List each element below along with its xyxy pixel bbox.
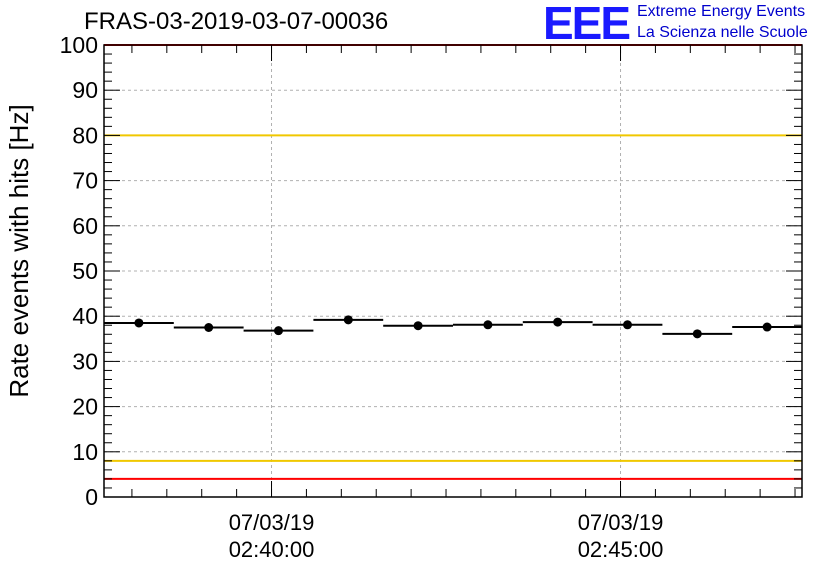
data-point [204, 323, 214, 332]
y-tick-label: 0 [85, 484, 98, 510]
y-tick-label: 70 [72, 168, 98, 194]
logo-tagline-2: La Scienza nelle Scuole [637, 24, 808, 41]
data-point [762, 322, 772, 332]
data-point [692, 329, 702, 339]
y-tick-label: 90 [72, 77, 98, 103]
y-tick-label: 50 [72, 258, 98, 284]
y-tick-label: 100 [60, 32, 98, 58]
y-tick-label: 60 [72, 213, 98, 239]
y-axis-title: Rate events with hits [Hz] [4, 104, 34, 397]
y-tick-label: 80 [72, 122, 98, 148]
chart-title: FRAS-03-2019-03-07-00036 [84, 8, 389, 35]
y-tick-label: 40 [72, 303, 98, 329]
data-point [553, 317, 563, 327]
data-point [483, 320, 493, 330]
data-point [623, 320, 632, 330]
eee-logo: EEE [543, 0, 631, 49]
data-point [134, 318, 144, 328]
y-tick-label: 30 [72, 348, 98, 374]
data-point [413, 321, 423, 331]
x-tick-date-label: 07/03/19 [578, 510, 664, 535]
logo-tagline-1: Extreme Energy Events [637, 3, 806, 20]
x-tick-time-label: 02:40:00 [229, 537, 315, 562]
x-tick-date-label: 07/03/19 [229, 510, 315, 535]
y-tick-label: 10 [72, 439, 98, 465]
data-point [274, 326, 283, 336]
data-point [343, 315, 353, 325]
y-tick-label: 20 [72, 394, 98, 420]
x-tick-time-label: 02:45:00 [578, 537, 664, 562]
